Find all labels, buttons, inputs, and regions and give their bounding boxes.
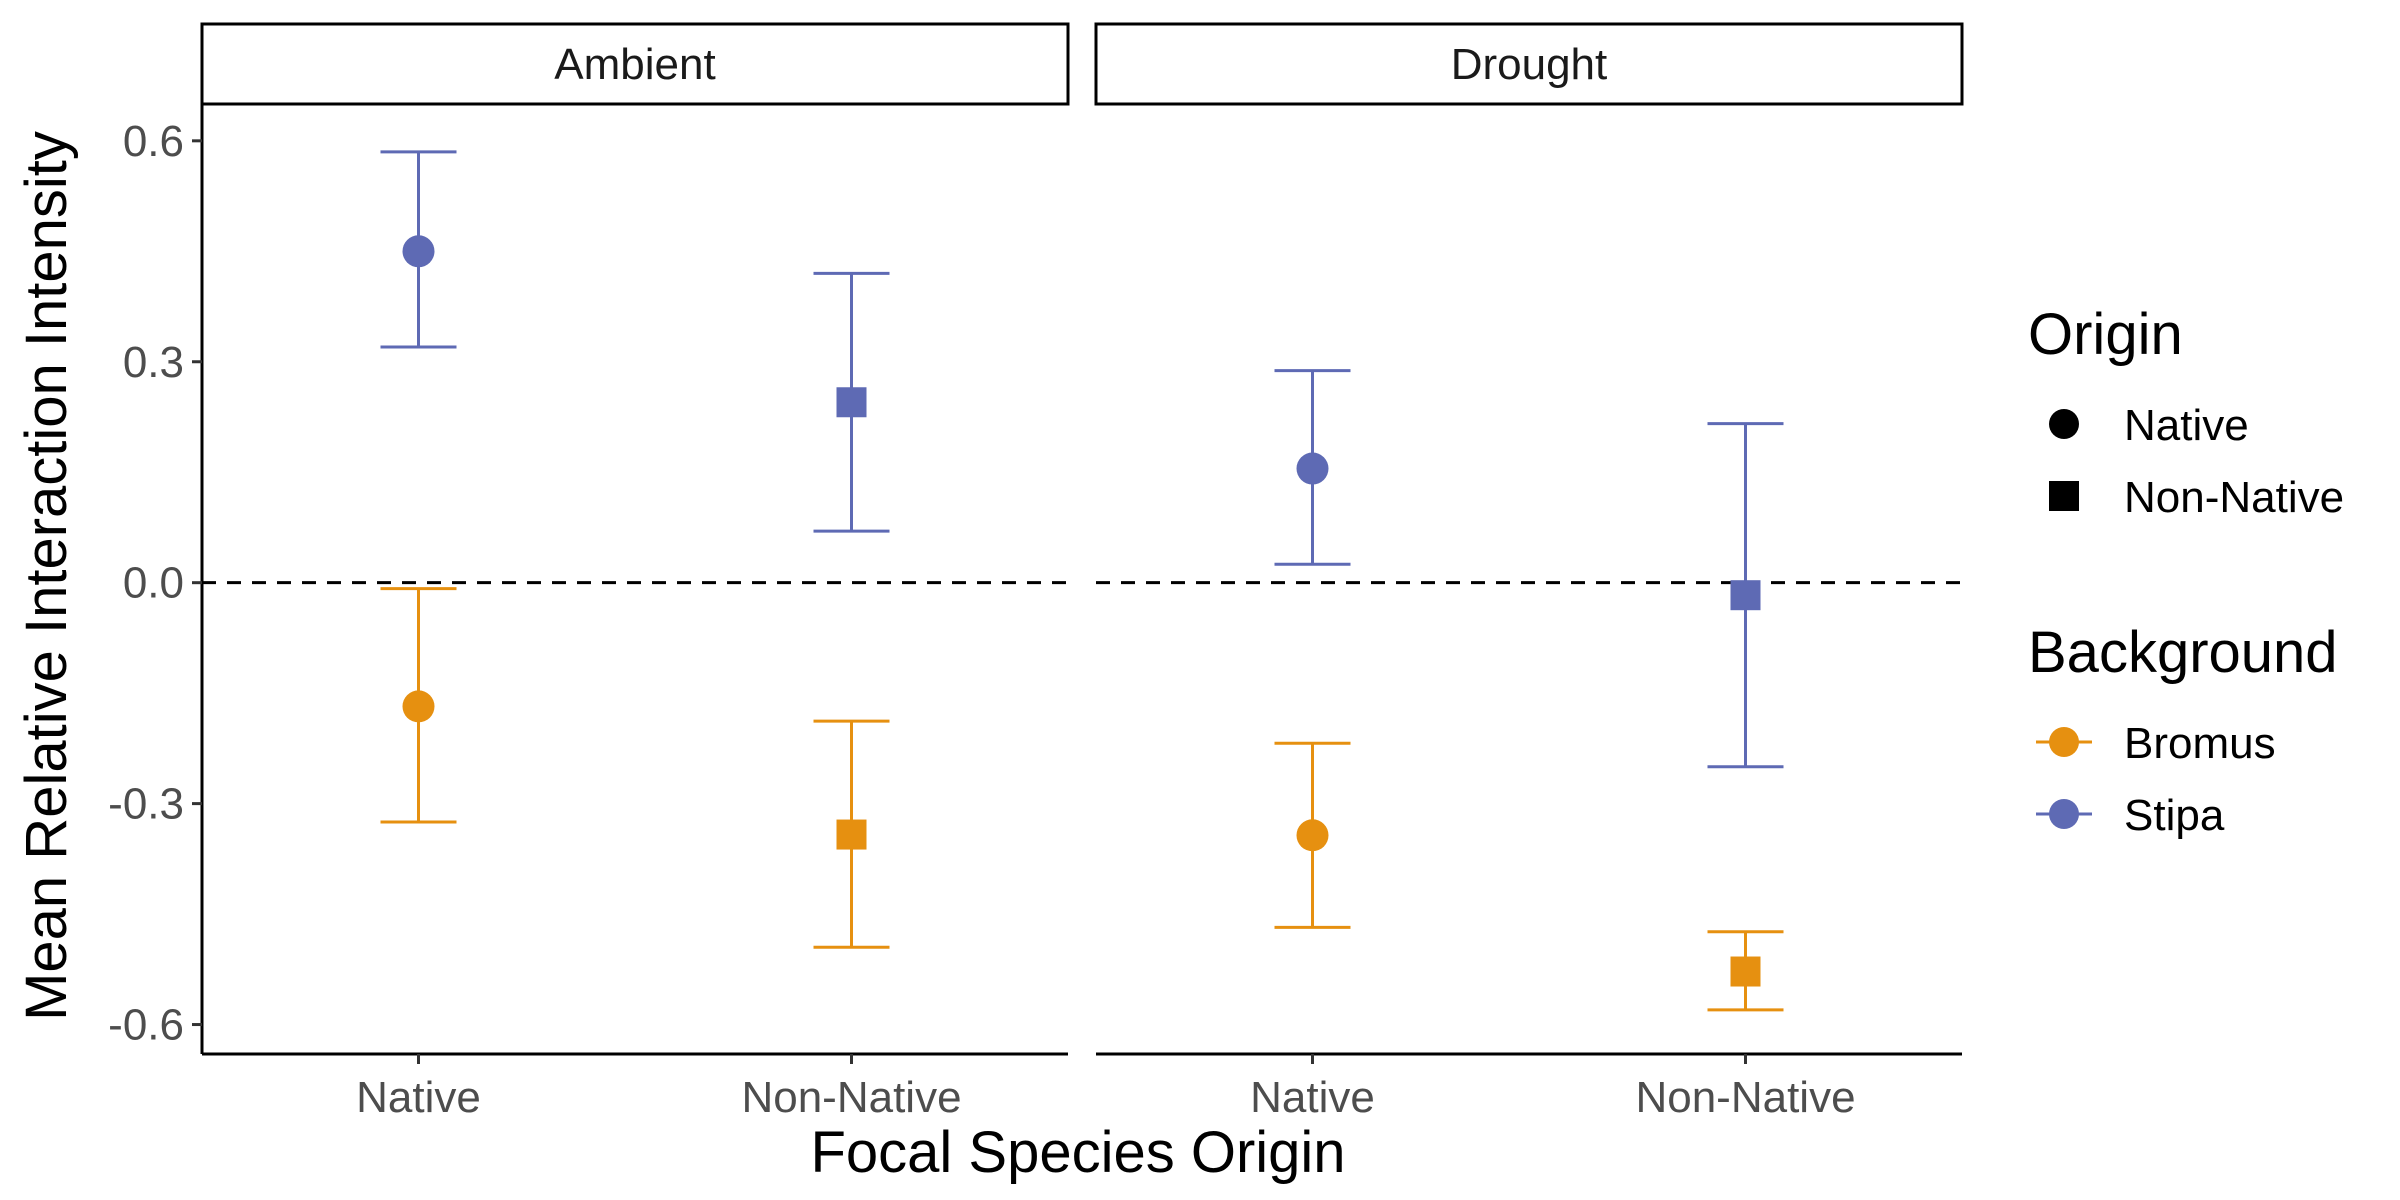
- point-bromus-ambient-native: [402, 690, 435, 723]
- legend: Origin Native Non-Native Background Brom…: [2028, 302, 2344, 840]
- y-tick-label: -0.3: [108, 780, 184, 829]
- legend-key-stipa-circle: [2049, 799, 2079, 829]
- x-axes: Native Non-Native Native Non-Native: [202, 1052, 1962, 1122]
- y-axis: 0.6 0.3 0.0 -0.3 -0.6: [108, 104, 204, 1054]
- point-stipa-ambient-native: [402, 235, 435, 268]
- x-tick-label-drought-native: Native: [1250, 1073, 1375, 1122]
- x-tick-label-ambient-native: Native: [356, 1073, 481, 1122]
- legend-title-origin: Origin: [2028, 302, 2183, 367]
- legend-key-non-native-square: [2049, 481, 2079, 511]
- legend-key-bromus-circle: [2049, 727, 2079, 757]
- y-tick-label: 0.3: [123, 338, 184, 387]
- point-stipa-ambient-non-native: [836, 387, 867, 418]
- y-tick-label: -0.6: [108, 1001, 184, 1050]
- x-tick-label-ambient-non-native: Non-Native: [741, 1073, 961, 1122]
- x-tick-label-drought-non-native: Non-Native: [1635, 1073, 1855, 1122]
- point-bromus-ambient-non-native: [836, 819, 867, 850]
- point-stipa-drought-native: [1296, 452, 1329, 485]
- point-bromus-drought-non-native: [1730, 956, 1761, 987]
- y-tick-label: 0.6: [123, 117, 184, 166]
- point-stipa-drought-non-native: [1730, 580, 1761, 611]
- facet-strip-label-ambient: Ambient: [554, 40, 715, 89]
- legend-label-non-native: Non-Native: [2124, 473, 2344, 522]
- facet-strip-drought: [1094, 22, 1964, 106]
- facet-strip-label-drought: Drought: [1451, 40, 1608, 89]
- y-tick-label: 0.0: [123, 559, 184, 608]
- legend-label-bromus: Bromus: [2124, 719, 2276, 768]
- facet-strip-ambient: [200, 22, 1070, 106]
- data-marks: [380, 150, 1784, 1012]
- legend-title-background: Background: [2028, 620, 2338, 685]
- x-axis-title: Focal Species Origin: [810, 1120, 1345, 1185]
- legend-label-native: Native: [2124, 401, 2249, 450]
- legend-key-native-circle: [2049, 409, 2079, 439]
- facet-panels: Ambient Drought: [200, 22, 1964, 106]
- y-axis-title: Mean Relative Interaction Intensity: [14, 131, 79, 1021]
- legend-label-stipa: Stipa: [2124, 791, 2225, 840]
- point-bromus-drought-native: [1296, 819, 1329, 852]
